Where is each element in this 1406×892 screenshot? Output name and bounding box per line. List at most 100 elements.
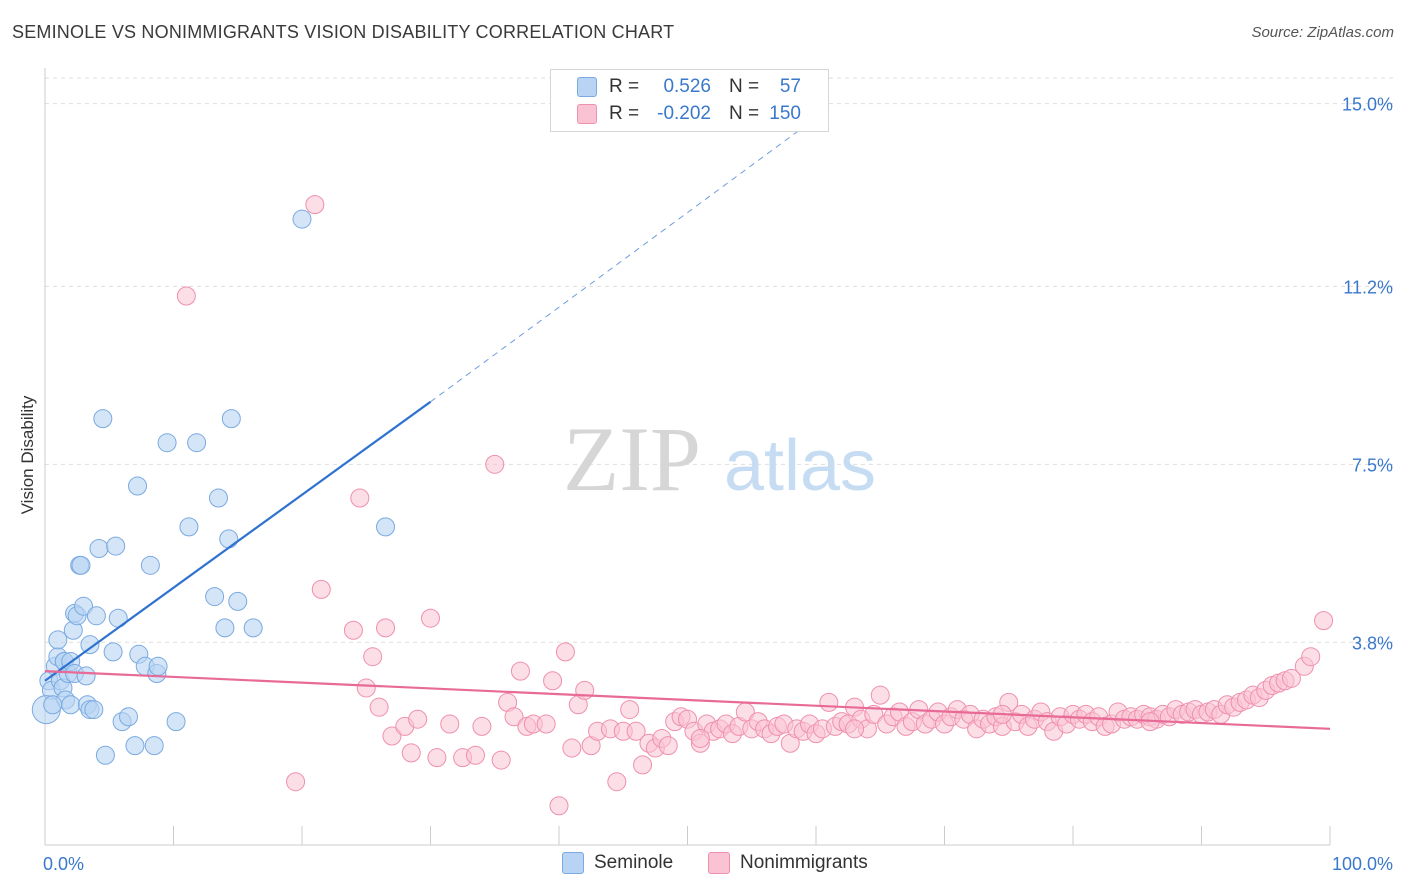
legend-n-value: 57 <box>779 76 801 97</box>
nonimmigrants-point <box>633 755 653 775</box>
nonimmigrants-point <box>427 748 447 768</box>
seminole-point <box>80 635 100 655</box>
seminole-point <box>157 433 177 453</box>
seminole-point <box>76 666 96 686</box>
nonimmigrants-point <box>376 618 396 638</box>
nonimmigrants-point <box>1314 611 1334 631</box>
nonimmigrants-point <box>408 709 428 729</box>
seminole-point <box>74 596 94 616</box>
legend-label-seminole: Seminole <box>594 852 674 873</box>
nonimmigrants-point <box>658 736 678 756</box>
y-tick-label: 3.8% <box>1352 633 1393 653</box>
nonimmigrants-point <box>382 726 402 746</box>
seminole-point <box>125 736 145 756</box>
nonimmigrants-point <box>176 286 196 306</box>
nonimmigrants-point <box>369 697 389 717</box>
legend-label-nonimmigrants: Nonimmigrants <box>740 852 868 873</box>
nonimmigrants-point <box>1281 668 1301 688</box>
chart-title: SEMINOLE VS NONIMMIGRANTS VISION DISABIL… <box>12 22 675 42</box>
y-tick-label: 15.0% <box>1342 95 1393 115</box>
seminole-point <box>215 618 235 638</box>
nonimmigrants-point <box>543 671 563 691</box>
seminole-point <box>221 409 241 429</box>
nonimmigrants-point <box>343 620 363 640</box>
seminole-point <box>103 642 123 662</box>
axis-layer <box>44 68 1331 846</box>
seminole-point <box>48 630 68 650</box>
seminole-point <box>71 555 91 575</box>
nonimmigrants-point <box>356 678 376 698</box>
legend-n-value: 150 <box>769 103 801 124</box>
seminole-point <box>89 538 109 558</box>
nonimmigrants-points <box>176 195 1334 816</box>
trend-layer <box>44 108 1331 730</box>
seminole-trend-extension <box>430 108 830 403</box>
seminole-trend-line <box>44 400 432 682</box>
legend-n-label: N = <box>729 103 760 124</box>
seminole-point <box>243 618 263 638</box>
seminole-point <box>205 587 225 607</box>
nonimmigrants-point <box>690 728 710 748</box>
correlation-legend: R = 0.526 N = 57 R = -0.202 N = 150 <box>550 69 829 132</box>
nonimmigrants-point <box>485 454 505 474</box>
legend-swatch-nonimmigrants <box>708 852 730 874</box>
seminole-point <box>86 606 106 626</box>
seminole-point <box>187 433 207 453</box>
nonimmigrants-point <box>620 700 640 720</box>
legend-r-label: R = <box>609 76 640 97</box>
nonimmigrants-point <box>555 642 575 662</box>
nonimmigrants-point <box>305 195 325 215</box>
nonimmigrants-point <box>363 647 383 667</box>
nonimmigrants-point <box>491 750 511 770</box>
nonimmigrants-trend-line <box>44 670 1331 730</box>
nonimmigrants-point <box>401 743 421 763</box>
legend-row-seminole: R = 0.526 N = 57 <box>551 74 828 100</box>
watermark-zip: ZIP <box>563 408 701 510</box>
nonimmigrants-point <box>510 661 530 681</box>
nonimmigrants-point <box>1301 647 1321 667</box>
nonimmigrants-point <box>472 716 492 736</box>
seminole-point <box>43 695 63 715</box>
watermark-atlas: atlas <box>724 426 876 506</box>
seminole-point <box>84 700 104 720</box>
legend-item-nonimmigrants[interactable]: Nonimmigrants <box>708 852 868 874</box>
series-legend: Seminole Nonimmigrants <box>0 852 1406 878</box>
seminole-point <box>93 409 113 429</box>
seminole-point <box>140 555 160 575</box>
nonimmigrants-point <box>504 707 524 727</box>
seminole-point <box>166 712 186 732</box>
seminole-point <box>61 695 81 715</box>
tick-labels: 3.8% 7.5% 11.2% 15.0% 0.0% 100.0% <box>43 95 1393 874</box>
nonimmigrants-point <box>440 714 460 734</box>
seminole-point <box>179 517 199 537</box>
nonimmigrants-point <box>626 721 646 741</box>
grid-layer <box>45 77 1395 643</box>
nonimmigrants-point <box>819 692 839 712</box>
nonimmigrants-point <box>864 704 884 724</box>
nonimmigrants-point <box>562 738 582 758</box>
seminole-point <box>95 745 115 765</box>
seminole-point <box>148 656 168 676</box>
seminole-point <box>292 209 312 229</box>
source-label: Source: ZipAtlas.com <box>1251 24 1394 41</box>
nonimmigrants-point <box>421 608 440 628</box>
legend-swatch-seminole <box>562 852 584 874</box>
legend-n-label: N = <box>729 76 760 97</box>
legend-row-nonimmigrants: R = -0.202 N = 150 <box>551 101 828 127</box>
legend-swatch-nonimmigrants <box>577 104 597 124</box>
seminole-point <box>106 536 126 556</box>
legend-r-label: R = <box>609 103 640 124</box>
watermark: ZIP atlas <box>563 408 876 510</box>
legend-r-value: -0.202 <box>657 103 711 124</box>
seminole-point <box>228 591 248 611</box>
seminole-point <box>119 707 139 727</box>
seminole-point <box>376 517 396 537</box>
x-tick-label: 0.0% <box>43 854 84 874</box>
nonimmigrants-point <box>286 772 306 792</box>
seminole-point <box>128 476 148 496</box>
nonimmigrants-point <box>549 796 569 816</box>
y-tick-label: 7.5% <box>1352 455 1393 475</box>
nonimmigrants-point <box>311 579 331 599</box>
legend-item-seminole[interactable]: Seminole <box>562 852 673 874</box>
